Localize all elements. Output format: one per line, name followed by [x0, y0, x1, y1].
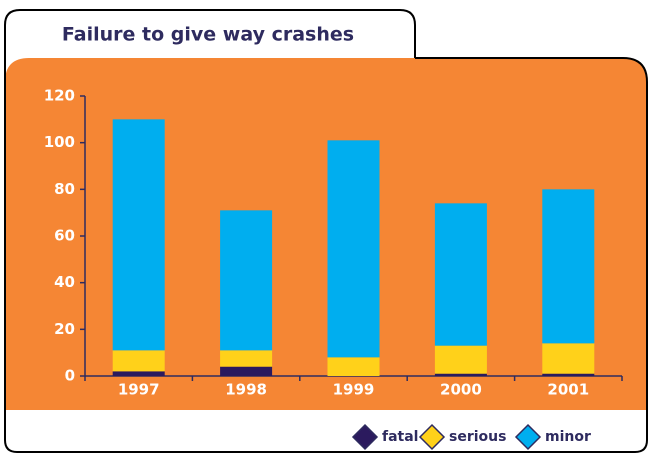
- legend-swatch: [514, 423, 542, 451]
- bar-segment: [434, 373, 487, 376]
- legend-swatch: [351, 423, 379, 451]
- x-tick-label: 1998: [225, 381, 267, 399]
- bar-segment: [220, 210, 273, 351]
- y-tick-label: 60: [54, 227, 75, 245]
- panel-border: [4, 57, 648, 453]
- x-tick-label: 1999: [333, 381, 375, 399]
- y-tick-label: 20: [54, 320, 75, 338]
- y-tick-label: 120: [44, 87, 75, 105]
- bar-segment: [112, 350, 165, 372]
- bar-segment: [112, 371, 165, 376]
- bar-segment: [434, 345, 487, 374]
- bar-segment: [220, 350, 273, 367]
- legend-swatch: [418, 423, 446, 451]
- y-tick-label: 40: [54, 273, 75, 291]
- bar-segment: [220, 366, 273, 376]
- bar-segment: [542, 343, 595, 374]
- x-tick-label: 2000: [440, 381, 482, 399]
- x-tick-label: 1997: [118, 381, 160, 399]
- y-tick-label: 0: [65, 367, 75, 385]
- title-tab: [4, 9, 416, 62]
- y-tick-label: 100: [44, 133, 75, 151]
- legend-label: serious: [449, 429, 506, 445]
- bar-segment: [542, 189, 595, 344]
- x-tick-label: 2001: [547, 381, 589, 399]
- chart-title: Failure to give way crashes: [62, 24, 354, 46]
- bar-segment: [327, 357, 380, 376]
- bar-segment: [434, 203, 487, 346]
- bar-segment: [327, 140, 380, 358]
- y-tick-label: 80: [54, 180, 75, 198]
- bar-segment: [542, 373, 595, 376]
- bar-segment: [112, 119, 165, 351]
- legend-label: minor: [545, 429, 591, 445]
- legend-label: fatal: [382, 429, 418, 445]
